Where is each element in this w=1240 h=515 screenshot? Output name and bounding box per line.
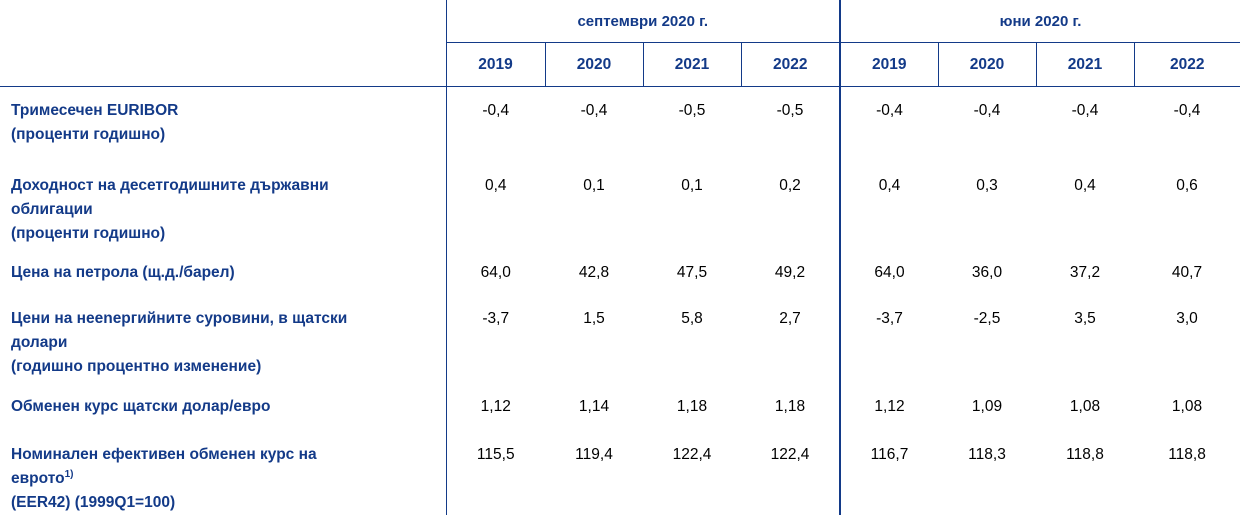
row-label-line: Обменен курс щатски долар/евро (11, 398, 271, 415)
value-cell: 64,0 (445, 252, 545, 299)
value-cell: 49,2 (774, 264, 806, 281)
value-cell: -0,4 (445, 86, 545, 164)
year-header-jun-2021: 2021 (1035, 42, 1134, 87)
value-cell: 1,12 (839, 385, 938, 433)
value-cell: 0,4 (839, 164, 938, 252)
value-cell: 40,7 (1171, 264, 1203, 281)
value-cell: 115,5 (445, 433, 545, 515)
value-cell: 5,8 (681, 310, 703, 327)
row-label-line-with-footnote: еврото1) (11, 467, 446, 491)
value-cell: -0,4 (973, 102, 1001, 119)
year-header-jun-2019: 2019 (839, 42, 938, 87)
header-year-row: 2019 2020 2021 2022 2019 2020 2021 2022 (0, 42, 1240, 87)
footnote-marker: 1) (64, 469, 74, 480)
year-header-sep-2019: 2019 (445, 42, 545, 87)
value-cell: 0,2 (779, 177, 801, 194)
value-cell: -0,4 (580, 102, 608, 119)
year-header-jun-2022: 2022 (1133, 42, 1240, 87)
row-label-line: Доходност на десетгодишните държавни (11, 177, 329, 194)
value-cell: 1,09 (971, 398, 1003, 415)
table-row-usd-eur: Обменен курс щатски долар/евро 1,12 1,14… (0, 385, 1240, 433)
row-label-line: (проценти годишно) (11, 225, 166, 242)
table-row-oil-price: Цена на петрола (щ.д./барел) 64,0 42,8 4… (0, 252, 1240, 299)
value-cell: 1,18 (676, 398, 708, 415)
header-group-row: септември 2020 г. юни 2020 г. (0, 0, 1240, 43)
header-year-corner-cell (0, 42, 446, 87)
row-label-line: (проценти годишно) (11, 126, 166, 143)
row-label-line: Номинален ефективен обменен курс на (11, 446, 317, 463)
value-cell: 1,5 (583, 310, 605, 327)
row-label: Номинален ефективен обменен курс на евро… (0, 433, 446, 515)
value-cell: 0,3 (976, 177, 998, 194)
value-cell: 119,4 (575, 446, 613, 463)
value-cell: -0,4 (1071, 102, 1099, 119)
value-cell: 0,6 (1176, 177, 1198, 194)
value-cell: 0,1 (681, 177, 703, 194)
value-cell: 116,7 (839, 433, 938, 515)
value-cell: 3,5 (1074, 310, 1096, 327)
value-cell: 0,4 (445, 164, 545, 252)
value-cell: -3,7 (445, 299, 545, 385)
value-cell: 118,8 (1168, 446, 1206, 463)
value-cell: 1,08 (1171, 398, 1203, 415)
row-label-line: (EER42) (1999Q1=100) (11, 494, 176, 511)
table-row-non-energy-commodities: Цени на нееnергийните суровини, в щатски… (0, 299, 1240, 385)
year-header-sep-2020: 2020 (544, 42, 643, 87)
value-cell: -0,5 (678, 102, 706, 119)
row-label: Обменен курс щатски долар/евро (0, 385, 446, 433)
value-cell: 37,2 (1069, 264, 1101, 281)
value-cell: 118,8 (1066, 446, 1104, 463)
row-label-text: еврото (11, 470, 65, 487)
value-cell: 0,1 (583, 177, 605, 194)
value-cell: -2,5 (973, 310, 1001, 327)
value-cell: 64,0 (839, 252, 938, 299)
header-group-september: септември 2020 г. (445, 0, 840, 43)
header-group-june: юни 2020 г. (838, 0, 1240, 43)
header-corner-cell (0, 0, 446, 43)
row-label-line: долари (11, 334, 68, 351)
value-cell: 1,18 (774, 398, 806, 415)
value-cell: 122,4 (672, 446, 712, 463)
row-label-line: Цена на петрола (щ.д./барел) (11, 264, 235, 281)
value-cell: 118,3 (968, 446, 1006, 463)
year-header-jun-2020: 2020 (937, 42, 1036, 87)
row-label: Цена на петрола (щ.д./барел) (0, 252, 446, 299)
table-row-euribor: Тримесечен EURIBOR (проценти годишно) -0… (0, 86, 1240, 165)
value-cell: 1,08 (1069, 398, 1101, 415)
row-label: Цени на нееnергийните суровини, в щатски… (0, 299, 446, 385)
value-cell: 122,4 (770, 446, 810, 463)
row-label-line: облигации (11, 201, 93, 218)
value-cell: 42,8 (578, 264, 610, 281)
year-header-sep-2022: 2022 (740, 42, 840, 87)
value-cell: 1,14 (578, 398, 610, 415)
value-cell: -0,4 (839, 86, 938, 164)
value-cell: -0,5 (776, 102, 804, 119)
row-label-line: (годишно процентно изменение) (11, 358, 262, 375)
value-cell: 1,12 (445, 385, 545, 433)
value-cell: 0,4 (1074, 177, 1096, 194)
value-cell: 2,7 (779, 310, 801, 327)
value-cell: -3,7 (839, 299, 938, 385)
value-cell: 3,0 (1176, 310, 1198, 327)
value-cell: 36,0 (971, 264, 1003, 281)
row-label: Тримесечен EURIBOR (проценти годишно) (0, 87, 446, 165)
value-cell: -0,4 (1173, 102, 1201, 119)
row-label-line: Цени на нееnергийните суровини, в щатски (11, 310, 348, 327)
table-row-nominal-eer: Номинален ефективен обменен курс на евро… (0, 433, 1240, 515)
value-cell: 47,5 (676, 264, 708, 281)
table-row-bond-yield: Доходност на десетгодишните държавни обл… (0, 164, 1240, 252)
row-label: Доходност на десетгодишните държавни обл… (0, 164, 446, 252)
row-label-line: Тримесечен EURIBOR (11, 102, 179, 119)
year-header-sep-2021: 2021 (642, 42, 741, 87)
